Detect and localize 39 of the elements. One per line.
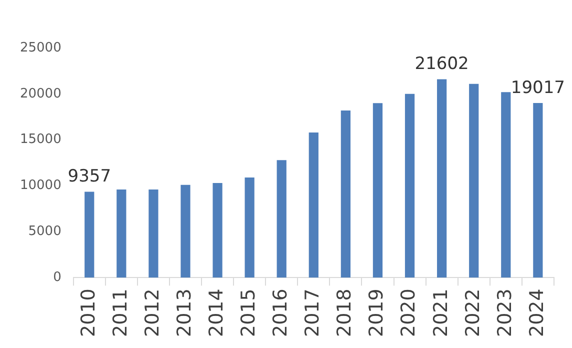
bar xyxy=(244,178,254,278)
bar xyxy=(116,189,126,278)
x-tick-label: 2016 xyxy=(270,288,292,338)
data-label: 9357 xyxy=(68,166,112,187)
x-tick-label: 2011 xyxy=(109,288,132,338)
bar xyxy=(276,160,286,278)
y-tick-label: 10000 xyxy=(20,178,62,194)
bar xyxy=(372,103,383,278)
x-tick-label: 2012 xyxy=(141,288,164,338)
data-label: 21602 xyxy=(414,54,469,74)
bar xyxy=(469,84,479,278)
bar xyxy=(84,192,94,278)
y-tick-label: 5000 xyxy=(28,224,62,240)
y-tick-label: 20000 xyxy=(20,86,62,102)
bar xyxy=(212,183,222,278)
x-tick-label: 2021 xyxy=(430,288,452,338)
y-tick-label: 0 xyxy=(53,270,62,286)
bar xyxy=(501,92,511,278)
bar xyxy=(533,102,543,278)
x-tick-label: 2022 xyxy=(462,288,484,338)
x-tick-label: 2020 xyxy=(398,288,420,338)
bar xyxy=(180,184,190,278)
data-label: 19017 xyxy=(510,78,565,98)
x-tick-label: 2024 xyxy=(526,288,548,338)
x-tick-label: 2017 xyxy=(302,288,324,338)
y-tick-label: 15000 xyxy=(20,132,62,148)
bar xyxy=(308,132,318,278)
bar xyxy=(340,110,350,278)
bar xyxy=(404,94,415,278)
y-tick-label: 25000 xyxy=(20,40,62,56)
x-tick-label: 2013 xyxy=(173,288,196,338)
x-tick-label: 2010 xyxy=(77,288,100,338)
x-tick-label: 2014 xyxy=(205,288,228,338)
x-tick-label: 2023 xyxy=(494,288,516,338)
x-tick-label: 2019 xyxy=(366,288,388,338)
x-tick-label: 2015 xyxy=(238,288,260,338)
bar xyxy=(148,189,158,278)
bar xyxy=(437,79,447,278)
x-tick-label: 2018 xyxy=(334,288,356,338)
